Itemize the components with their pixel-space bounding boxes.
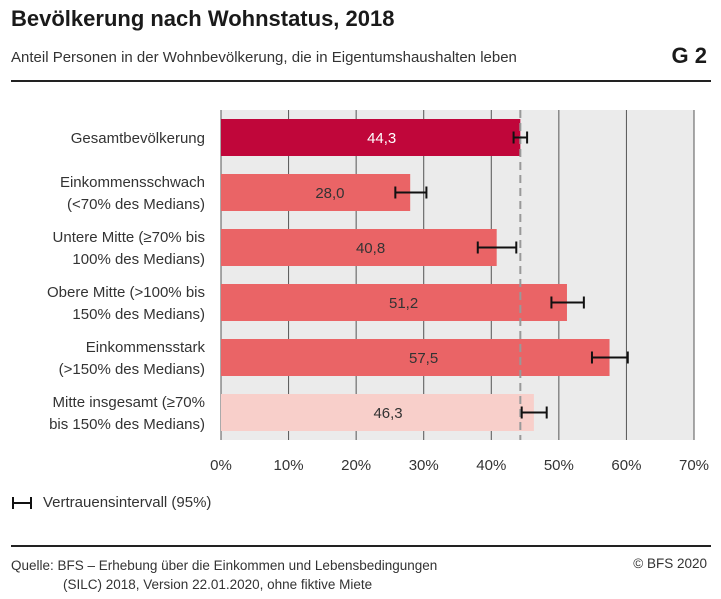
bar-value-label: 57,5 xyxy=(409,350,438,367)
header-divider xyxy=(11,80,711,82)
bar xyxy=(221,229,497,266)
chart-number: G 2 xyxy=(671,43,707,68)
category-label: Untere Mitte (≥70% bis xyxy=(53,229,205,246)
gridlines xyxy=(220,110,695,440)
footer-divider xyxy=(11,545,711,547)
category-label: (>150% des Medians) xyxy=(59,361,205,378)
category-label: Einkommensschwach xyxy=(60,174,205,191)
category-label: Mitte insgesamt (≥70% xyxy=(53,394,205,411)
source-line-2: (SILC) 2018, Version 22.01.2020, ohne fi… xyxy=(63,577,373,592)
bar xyxy=(221,284,567,321)
x-tick-label: 20% xyxy=(341,457,371,474)
x-tick-label: 50% xyxy=(544,457,574,474)
bars xyxy=(221,119,610,431)
confidence-intervals xyxy=(394,131,629,419)
bar-value-label: 46,3 xyxy=(373,405,402,422)
chart-title: Bevölkerung nach Wohnstatus, 2018 xyxy=(11,6,395,31)
category-label: 100% des Medians) xyxy=(72,251,205,268)
plot-background xyxy=(221,110,694,440)
x-tick-label: 70% xyxy=(679,457,709,474)
bar-value-label: 40,8 xyxy=(356,240,385,257)
x-tick-label: 60% xyxy=(611,457,641,474)
copyright: © BFS 2020 xyxy=(633,556,707,571)
source-note: Quelle: BFS – Erhebung über die Einkomme… xyxy=(11,556,531,594)
bar xyxy=(221,174,411,211)
bar xyxy=(221,119,521,156)
source-line-1: Quelle: BFS – Erhebung über die Einkomme… xyxy=(11,558,438,573)
category-label: Obere Mitte (>100% bis xyxy=(47,284,205,301)
bar-value-label: 28,0 xyxy=(315,185,344,202)
confidence-interval-icon xyxy=(12,496,32,509)
x-tick-label: 40% xyxy=(476,457,506,474)
bar-value-label: 51,2 xyxy=(389,295,418,312)
bar xyxy=(221,394,534,431)
category-label: Gesamtbevölkerung xyxy=(71,130,205,147)
bar xyxy=(221,339,610,376)
category-label: bis 150% des Medians) xyxy=(49,416,205,433)
legend: Vertrauensintervall (95%) xyxy=(11,494,211,511)
labels: 0% 10% 20% 30% 40% 50% 60% 70% 44,3 Gesamtbevölke… xyxy=(47,130,709,474)
x-tick-label: 30% xyxy=(409,457,439,474)
bar-value-label: 44,3 xyxy=(367,130,396,147)
category-label: 150% des Medians) xyxy=(72,306,205,323)
category-label: (<70% des Medians) xyxy=(67,196,205,213)
category-label: Einkommensstark xyxy=(86,339,206,356)
chart-subtitle: Anteil Personen in der Wohnbevölkerung, … xyxy=(11,49,517,66)
legend-label: Vertrauensintervall (95%) xyxy=(43,494,212,511)
x-tick-label: 0% xyxy=(210,457,232,474)
x-tick-label: 10% xyxy=(274,457,304,474)
